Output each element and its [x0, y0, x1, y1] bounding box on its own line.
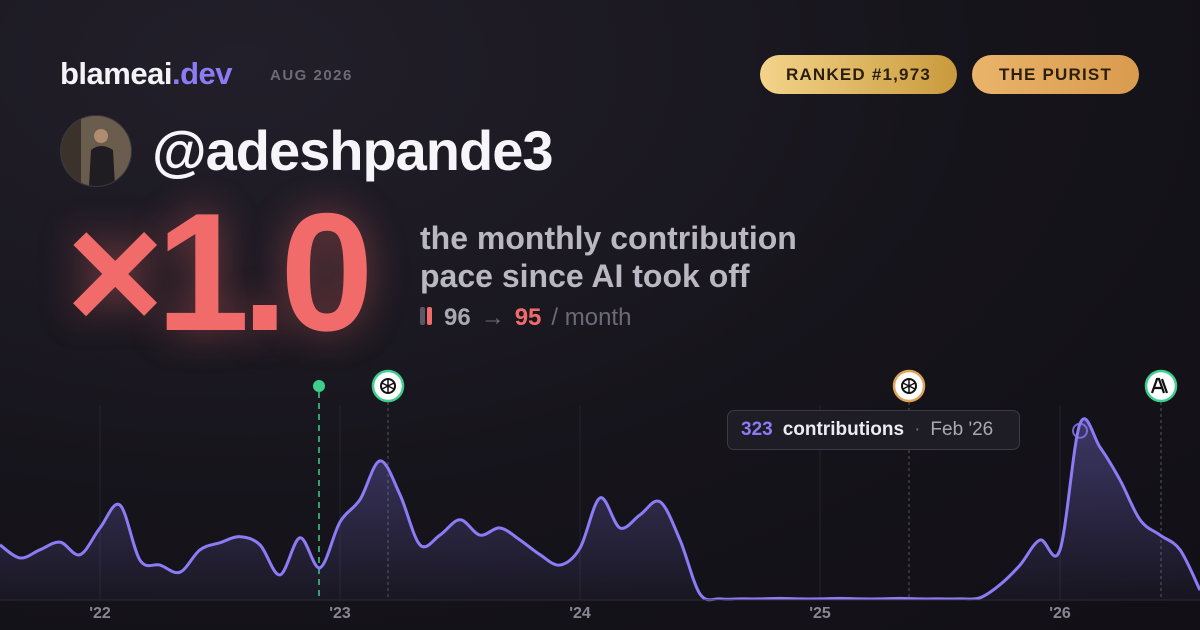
pace-legend	[420, 304, 434, 332]
openai-icon	[371, 369, 405, 403]
x-tick-label: '24	[569, 605, 591, 622]
tooltip-separator: ·	[914, 419, 921, 440]
tagline: pace since AI took off	[420, 258, 750, 294]
tooltip-date: Feb '26	[930, 419, 994, 440]
pace-unit: / month	[551, 304, 632, 331]
avatar	[60, 115, 132, 187]
tooltip-label: contributions	[782, 419, 905, 440]
tagline: the monthly contribution	[420, 220, 797, 256]
pace-after: 95	[514, 304, 542, 331]
multiplier: ×1.0	[66, 178, 374, 366]
x-tick-label: '23	[329, 605, 351, 622]
rank-badge: RANKED #1,973	[760, 55, 957, 94]
line	[0, 417, 1200, 602]
anthropic-icon	[1144, 369, 1178, 403]
highlight-point	[1072, 422, 1088, 439]
tooltip: 323 contributions · Feb '26	[727, 410, 1020, 450]
brand: blameai.dev	[60, 56, 232, 92]
period: AUG 2026	[270, 67, 353, 84]
pace-before: 96	[444, 304, 471, 331]
event-dot	[313, 380, 325, 392]
area	[0, 418, 1200, 600]
pace: 96 → 95 / month	[420, 304, 631, 332]
pace-arrow: →	[480, 304, 505, 331]
openai-icon	[892, 369, 926, 403]
avatar-image	[61, 116, 131, 186]
tooltip-value: 323	[741, 419, 773, 440]
event-markers	[313, 369, 1178, 600]
x-tick-label: '25	[809, 605, 831, 622]
handle: @adeshpande3	[152, 119, 554, 182]
x-tick-label: '26	[1049, 605, 1071, 622]
brand-suffix: .dev	[171, 56, 233, 91]
brand-name: blameai	[60, 56, 172, 91]
persona-badge: THE PURIST	[972, 55, 1139, 94]
x-tick-label: '22	[89, 605, 111, 622]
